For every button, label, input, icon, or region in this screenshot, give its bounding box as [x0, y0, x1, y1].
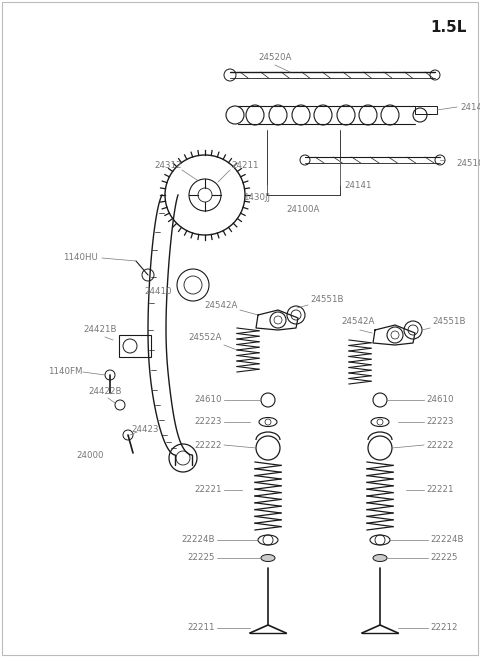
Text: 24211: 24211 — [231, 160, 259, 170]
Text: 22222: 22222 — [194, 440, 222, 449]
Text: 1430JJ: 1430JJ — [243, 194, 271, 202]
Text: 24422B: 24422B — [88, 388, 122, 397]
Text: 22211: 22211 — [188, 623, 215, 633]
Text: 1.5L: 1.5L — [430, 20, 466, 35]
Text: 1140HU: 1140HU — [62, 254, 97, 263]
Text: 24312: 24312 — [154, 160, 182, 170]
Text: 24610: 24610 — [194, 396, 222, 405]
Text: 24552A: 24552A — [189, 334, 222, 342]
Text: 22221: 22221 — [426, 486, 454, 495]
Text: 22224B: 22224B — [181, 535, 215, 545]
Text: 24421B: 24421B — [83, 325, 117, 334]
Text: 24551B: 24551B — [310, 296, 344, 304]
Text: 24100A: 24100A — [286, 206, 320, 214]
Text: 22212: 22212 — [430, 623, 457, 633]
Text: 24610: 24610 — [426, 396, 454, 405]
Text: 22224B: 22224B — [430, 535, 464, 545]
Ellipse shape — [373, 555, 387, 562]
Text: 22223: 22223 — [426, 417, 454, 426]
Ellipse shape — [261, 555, 275, 562]
Text: 24542A: 24542A — [204, 300, 238, 309]
FancyBboxPatch shape — [415, 106, 437, 114]
Text: 22223: 22223 — [194, 417, 222, 426]
Text: 1140FM: 1140FM — [48, 367, 82, 376]
Text: 24551B: 24551B — [432, 317, 466, 327]
Text: 24141: 24141 — [460, 102, 480, 112]
Text: 24141: 24141 — [344, 181, 372, 189]
Text: 24510A: 24510A — [456, 158, 480, 168]
Text: 24000: 24000 — [76, 451, 104, 459]
Text: 24423: 24423 — [131, 426, 159, 434]
Text: 22222: 22222 — [426, 440, 454, 449]
Text: 24520A: 24520A — [258, 53, 292, 62]
Text: 24410: 24410 — [144, 288, 172, 296]
Text: 22225: 22225 — [188, 553, 215, 562]
Text: 24542A: 24542A — [341, 317, 375, 327]
Text: 22225: 22225 — [430, 553, 457, 562]
Text: 22221: 22221 — [194, 486, 222, 495]
